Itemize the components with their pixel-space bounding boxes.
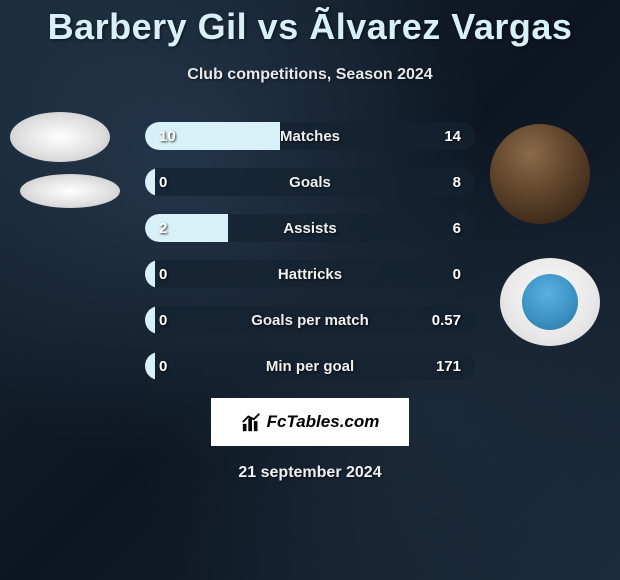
- stat-left-value: 0: [159, 266, 167, 283]
- stat-label: Goals: [289, 174, 331, 191]
- fctables-label: FcTables.com: [267, 412, 380, 432]
- stat-left-fill: [145, 260, 155, 288]
- stat-row: 0 Goals per match 0.57: [145, 306, 475, 334]
- stat-label: Hattricks: [278, 266, 342, 283]
- stat-left-value: 0: [159, 358, 167, 375]
- stat-left-fill: [145, 214, 228, 242]
- stat-right-value: 8: [453, 174, 461, 191]
- stat-label: Matches: [280, 128, 340, 145]
- fctables-badge[interactable]: FcTables.com: [211, 398, 409, 446]
- date-label: 21 september 2024: [0, 464, 620, 482]
- stat-row: 0 Hattricks 0: [145, 260, 475, 288]
- stat-left-value: 2: [159, 220, 167, 237]
- stat-row: 0 Min per goal 171: [145, 352, 475, 380]
- stat-left-fill: [145, 306, 155, 334]
- stat-label: Goals per match: [251, 312, 369, 329]
- stat-label: Min per goal: [266, 358, 354, 375]
- stat-row: 2 Assists 6: [145, 214, 475, 242]
- stat-left-value: 0: [159, 312, 167, 329]
- stat-left-fill: [145, 352, 155, 380]
- stat-row: 10 Matches 14: [145, 122, 475, 150]
- stat-right-value: 0.57: [432, 312, 461, 329]
- stat-label: Assists: [283, 220, 336, 237]
- stat-right-value: 0: [453, 266, 461, 283]
- chart-icon: [241, 411, 263, 433]
- stats-area: 10 Matches 14 0 Goals 8 2 Assists 6 0 Hattricks 0 0 G…: [0, 122, 620, 380]
- stat-right-value: 171: [436, 358, 461, 375]
- subtitle: Club competitions, Season 2024: [0, 66, 620, 84]
- stat-right-value: 6: [453, 220, 461, 237]
- stat-left-value: 10: [159, 128, 176, 145]
- stat-row: 0 Goals 8: [145, 168, 475, 196]
- stat-left-value: 0: [159, 174, 167, 191]
- stat-right-value: 14: [444, 128, 461, 145]
- stat-left-fill: [145, 168, 155, 196]
- page-title: Barbery Gil vs Ãlvarez Vargas: [0, 0, 620, 48]
